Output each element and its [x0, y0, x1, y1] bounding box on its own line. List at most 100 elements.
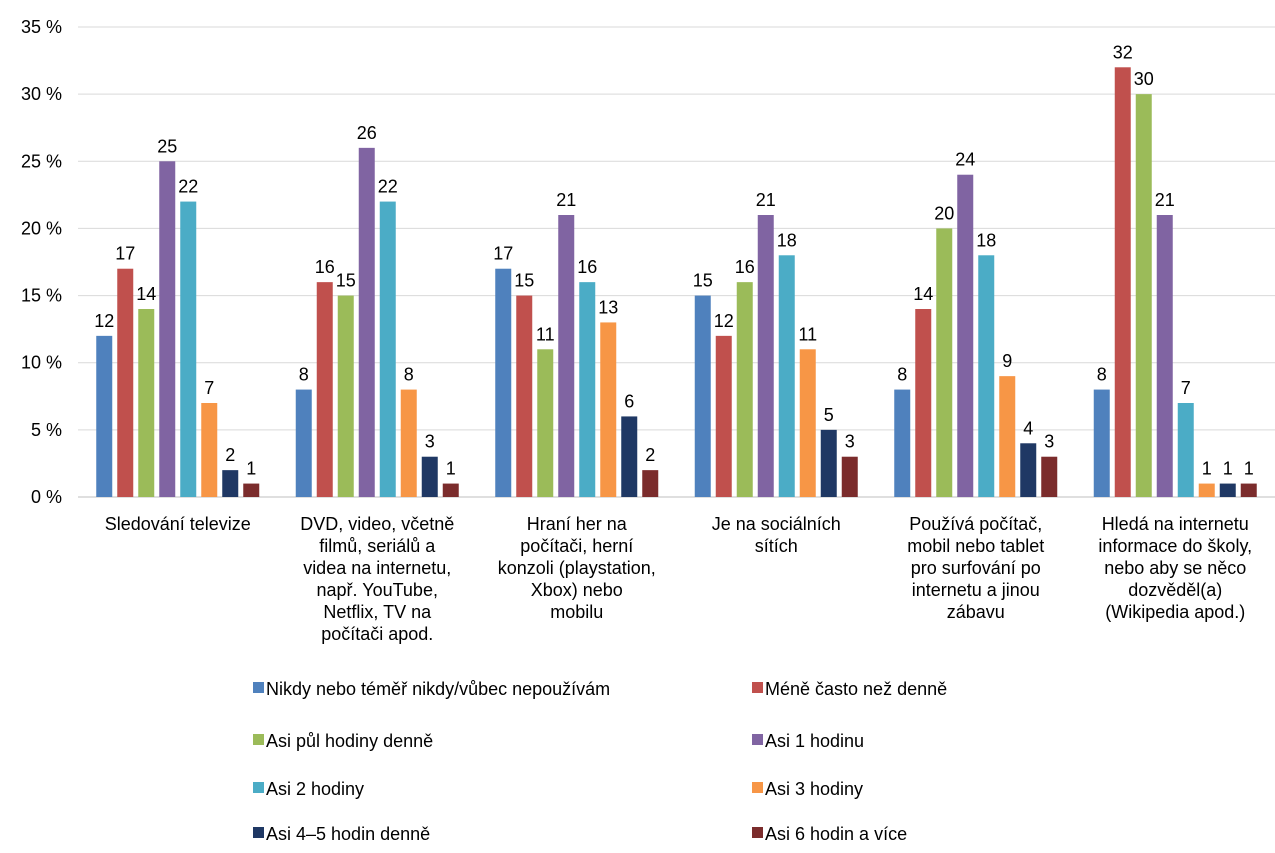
legend-swatch [752, 827, 763, 838]
data-label: 21 [556, 190, 576, 210]
x-tick-label: mobilu [550, 602, 603, 622]
data-label: 12 [94, 311, 114, 331]
x-tick-label: zábavu [947, 602, 1005, 622]
data-label: 4 [1023, 418, 1033, 438]
legend-swatch [253, 682, 264, 693]
x-tick-label: nebo aby se něco [1104, 558, 1246, 578]
data-label: 1 [1202, 459, 1212, 479]
bar [442, 483, 459, 497]
bar [1114, 67, 1131, 498]
y-tick-label: 35 % [21, 17, 62, 37]
y-tick-label: 15 % [21, 286, 62, 306]
data-label: 24 [955, 150, 975, 170]
bar [642, 470, 659, 497]
bar [1020, 443, 1037, 497]
data-label: 9 [1002, 351, 1012, 371]
bar [778, 255, 795, 497]
data-label: 16 [577, 257, 597, 277]
bar [421, 456, 438, 497]
data-label: 12 [714, 311, 734, 331]
bar [96, 335, 113, 497]
legend-swatch [752, 682, 763, 693]
x-tick-label: Netflix, TV na [323, 602, 432, 622]
bar [558, 215, 575, 497]
data-label: 25 [157, 136, 177, 156]
legend-swatch [253, 827, 264, 838]
y-tick-label: 10 % [21, 353, 62, 373]
bar [1135, 94, 1152, 498]
bar [1156, 215, 1173, 497]
x-tick-label: Sledování televize [105, 514, 251, 534]
data-label: 11 [536, 324, 555, 344]
bar [1219, 483, 1236, 497]
x-tick-label: počítači, herní [520, 536, 633, 556]
bar [715, 335, 732, 497]
bar [1093, 389, 1110, 497]
legend-label: Asi 1 hodinu [765, 731, 864, 751]
x-tick-label: internetu a jinou [912, 580, 1040, 600]
data-label: 1 [246, 459, 256, 479]
x-tick-label: videa na internetu, [303, 558, 451, 578]
bar [1041, 456, 1058, 497]
data-label: 17 [493, 244, 513, 264]
data-label: 7 [1181, 378, 1191, 398]
y-tick-label: 5 % [31, 420, 62, 440]
data-label: 1 [1244, 459, 1254, 479]
x-tick-label: (Wikipedia apod.) [1105, 602, 1245, 622]
legend-swatch [752, 734, 763, 745]
bar [894, 389, 911, 497]
bar [295, 389, 312, 497]
bar [379, 201, 396, 498]
data-label: 15 [693, 271, 713, 291]
bar [915, 309, 932, 497]
data-label: 18 [976, 230, 996, 250]
y-tick-label: 0 % [31, 487, 62, 507]
legend-swatch [752, 782, 763, 793]
bar [316, 282, 333, 497]
legend-swatch [253, 734, 264, 745]
data-label: 2 [225, 445, 235, 465]
bar [978, 255, 995, 497]
bar [957, 174, 974, 497]
legend-label: Méně často než denně [765, 679, 947, 699]
data-label: 22 [378, 177, 398, 197]
x-tick-label: pro surfování po [911, 558, 1041, 578]
bar [180, 201, 197, 498]
data-label: 26 [357, 123, 377, 143]
data-label: 1 [1223, 459, 1233, 479]
data-label: 8 [897, 365, 907, 385]
legend-label: Asi půl hodiny denně [266, 731, 433, 751]
data-label: 6 [624, 391, 634, 411]
data-label: 15 [514, 271, 534, 291]
x-tick-label: dozvěděl(a) [1128, 580, 1222, 600]
data-label: 30 [1134, 69, 1154, 89]
x-tick-label: konzoli (playstation, [498, 558, 656, 578]
data-label: 8 [1097, 365, 1107, 385]
x-tick-label: DVD, video, včetně [300, 514, 454, 534]
bar [516, 295, 533, 497]
legend-label: Asi 2 hodiny [266, 779, 364, 799]
bar [117, 268, 134, 497]
data-label: 21 [1155, 190, 1175, 210]
data-label: 1 [446, 459, 456, 479]
data-label: 15 [336, 271, 356, 291]
data-label: 8 [404, 365, 414, 385]
bar [201, 403, 218, 497]
legend-label: Nikdy nebo téměř nikdy/vůbec nepoužívám [266, 679, 610, 699]
data-label: 3 [425, 432, 435, 452]
bar [495, 268, 512, 497]
bar [159, 161, 176, 498]
bar [936, 228, 953, 497]
data-label: 3 [1044, 432, 1054, 452]
y-tick-label: 30 % [21, 84, 62, 104]
bar [537, 349, 554, 497]
bar [621, 416, 638, 497]
bar [1240, 483, 1257, 497]
x-tick-label: informace do školy, [1098, 536, 1252, 556]
data-label: 14 [136, 284, 156, 304]
bar [999, 376, 1016, 497]
bar [820, 429, 837, 497]
x-tick-label: sítích [755, 536, 798, 556]
